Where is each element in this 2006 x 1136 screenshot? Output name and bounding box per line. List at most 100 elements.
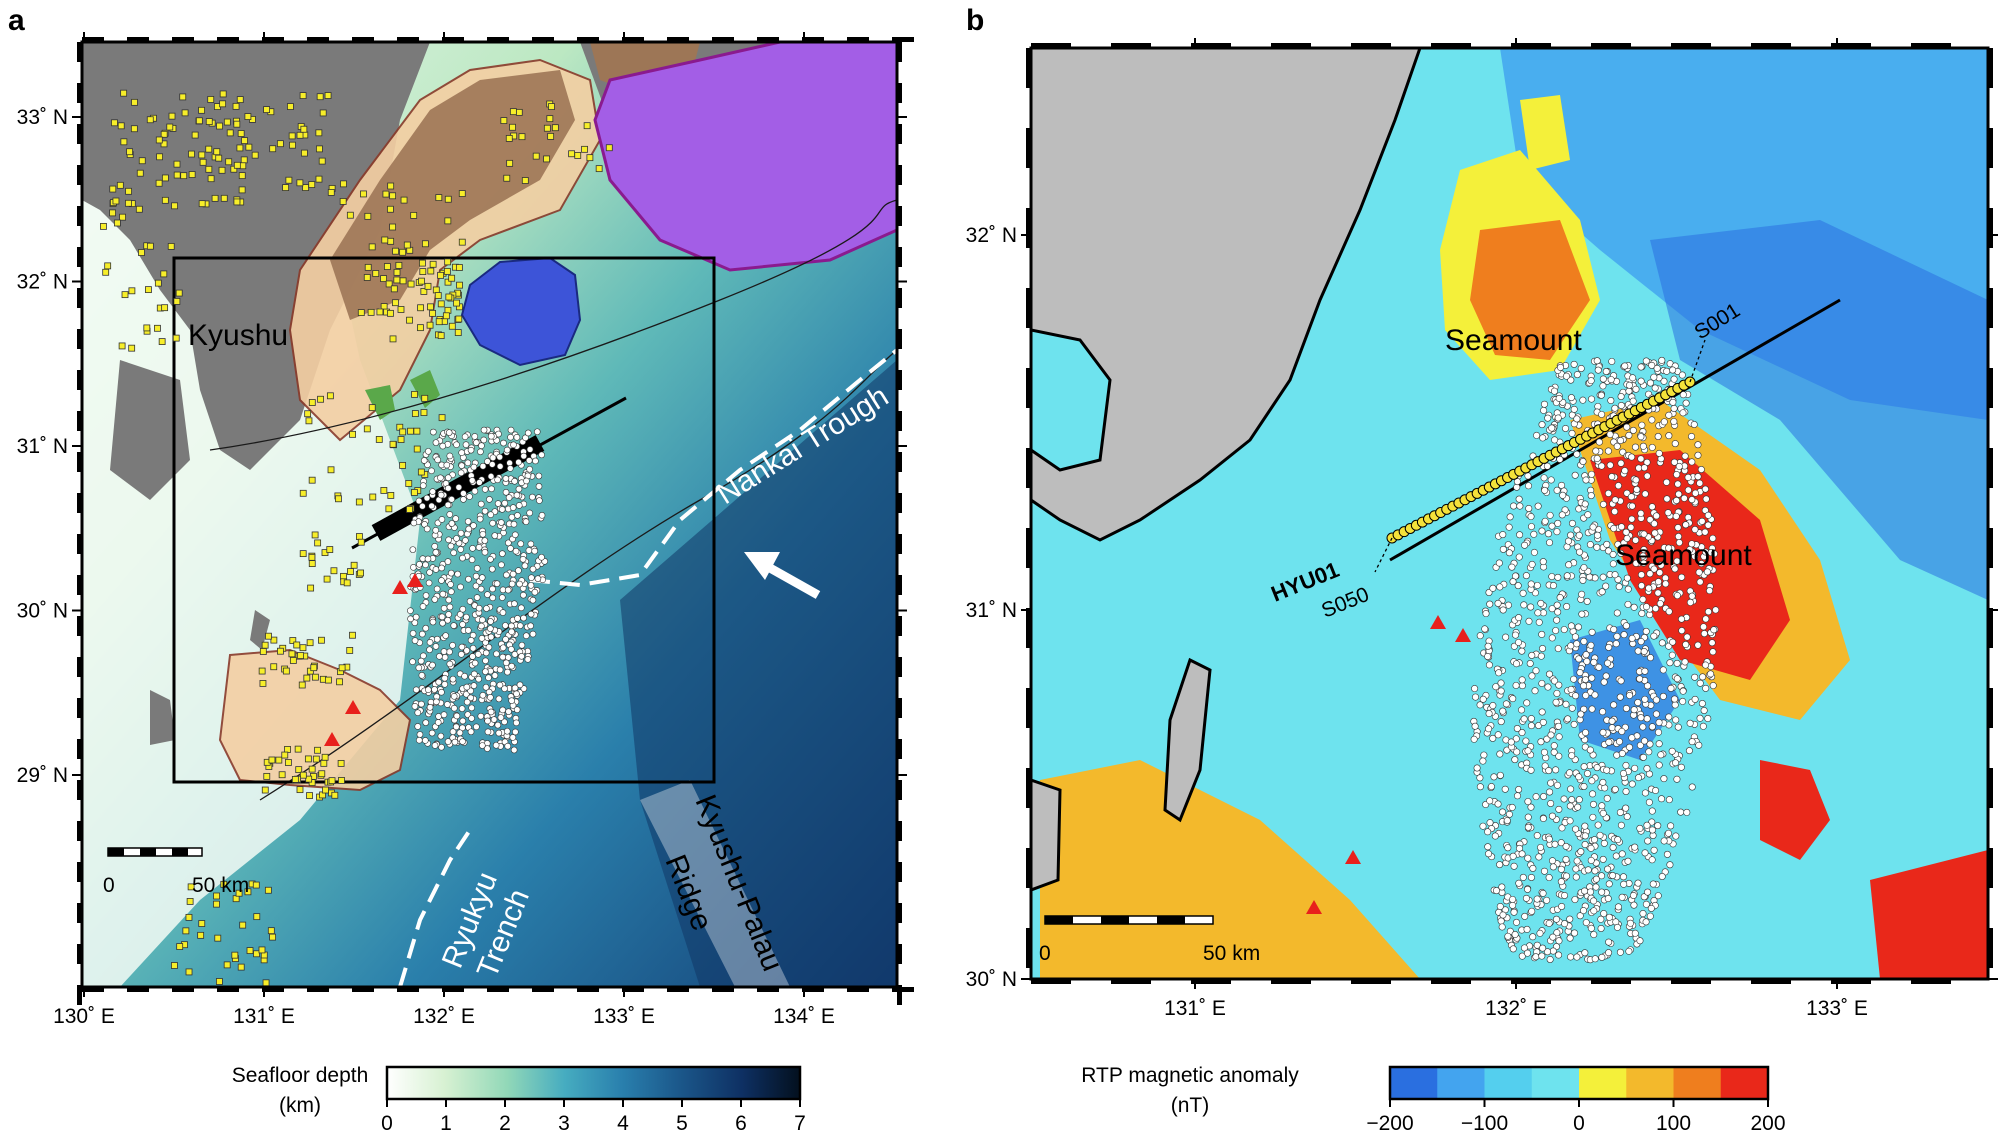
tremor-marker bbox=[1675, 462, 1683, 470]
colorbar-tick-label: 7 bbox=[794, 1112, 806, 1135]
quake-marker bbox=[171, 962, 178, 969]
tremor-marker bbox=[1528, 651, 1536, 659]
tremor-marker bbox=[1543, 948, 1551, 956]
tremor-marker bbox=[1593, 455, 1601, 463]
land-kyushu-b bbox=[1031, 48, 1422, 542]
quake-marker bbox=[253, 913, 261, 921]
quake-marker bbox=[111, 119, 118, 127]
tremor-marker bbox=[531, 547, 538, 555]
tremor-marker bbox=[1623, 574, 1631, 582]
tremor-marker bbox=[1587, 641, 1595, 649]
tremor-marker bbox=[1573, 371, 1581, 379]
tremor-marker bbox=[1554, 573, 1562, 581]
tremor-marker bbox=[478, 622, 485, 630]
colorbar-tick-label: −200 bbox=[1366, 1112, 1413, 1135]
quake-marker bbox=[269, 145, 277, 153]
tremor-marker bbox=[1674, 480, 1682, 488]
tremor-marker bbox=[1496, 861, 1504, 869]
quake-marker bbox=[380, 275, 387, 283]
quake-marker bbox=[372, 270, 380, 277]
tremor-marker bbox=[504, 668, 511, 676]
quake-marker bbox=[154, 324, 161, 332]
volcano-marker bbox=[1345, 850, 1361, 864]
tremor-marker bbox=[506, 459, 513, 467]
tremor-marker bbox=[508, 580, 516, 588]
tremor-marker bbox=[1637, 638, 1645, 646]
tremor-marker bbox=[489, 594, 496, 602]
quake-marker bbox=[546, 115, 554, 123]
tremor-marker bbox=[513, 690, 520, 698]
contour-2 bbox=[259, 349, 897, 801]
tremor-marker bbox=[1492, 887, 1500, 895]
tremor-marker bbox=[1505, 523, 1513, 531]
quake-marker bbox=[252, 881, 260, 889]
tremor-marker bbox=[505, 494, 513, 501]
tremor-marker bbox=[1599, 708, 1607, 716]
tremor-marker bbox=[529, 565, 537, 573]
tremor-marker bbox=[445, 536, 452, 544]
tremor-marker bbox=[448, 520, 456, 527]
tremor-marker bbox=[1471, 722, 1479, 730]
quake-marker bbox=[267, 927, 275, 935]
tremor-marker bbox=[1484, 652, 1492, 660]
tremor-marker bbox=[1486, 797, 1494, 805]
tremor-marker bbox=[1688, 458, 1696, 466]
tremor-marker bbox=[1639, 910, 1647, 918]
quake-marker bbox=[156, 153, 163, 161]
quake-marker bbox=[284, 746, 291, 753]
tremor-marker bbox=[1521, 541, 1529, 549]
quake-marker bbox=[296, 179, 304, 187]
tremor-marker bbox=[1603, 540, 1611, 548]
quake-marker bbox=[454, 329, 462, 336]
tremor-marker bbox=[493, 580, 501, 587]
tremor-marker bbox=[1523, 699, 1531, 707]
quake-marker bbox=[219, 100, 227, 108]
tremor-marker bbox=[1518, 850, 1526, 858]
quake-marker bbox=[285, 176, 293, 184]
quake-marker bbox=[168, 112, 176, 120]
colorbar-tick-label: 5 bbox=[676, 1112, 688, 1135]
quake-marker bbox=[246, 947, 254, 954]
tremor-marker bbox=[1650, 565, 1658, 573]
tremor-marker bbox=[502, 488, 510, 496]
tremor-marker bbox=[1548, 605, 1556, 613]
tremor-marker bbox=[1510, 502, 1518, 510]
tremor-marker bbox=[433, 585, 441, 593]
quake-marker bbox=[276, 140, 284, 148]
lon-tick-label: 132˚ E bbox=[413, 1005, 475, 1028]
tremor-marker bbox=[496, 453, 504, 461]
quake-marker bbox=[368, 404, 376, 412]
tremor-marker bbox=[1575, 796, 1583, 804]
quake-marker bbox=[317, 395, 324, 403]
colorbar-tick-label: 3 bbox=[558, 1112, 570, 1135]
quake-marker bbox=[340, 180, 347, 188]
tremor-marker bbox=[1471, 685, 1479, 693]
quake-marker bbox=[125, 199, 132, 207]
tremor-marker bbox=[1503, 746, 1511, 754]
tremor-marker bbox=[1628, 780, 1636, 788]
tremor-marker bbox=[1509, 578, 1517, 586]
tremor-marker bbox=[1622, 704, 1630, 712]
quake-marker bbox=[269, 933, 276, 941]
tremor-marker bbox=[515, 458, 522, 466]
tremor-marker bbox=[501, 685, 508, 692]
tremor-marker bbox=[1615, 738, 1623, 746]
tremor-marker bbox=[1588, 628, 1596, 636]
tremor-marker bbox=[1664, 509, 1672, 517]
quake-marker bbox=[411, 390, 418, 398]
quake-marker bbox=[339, 198, 347, 205]
quake-marker bbox=[179, 93, 187, 101]
tremor-marker bbox=[1654, 589, 1662, 597]
colorbar-segment bbox=[1626, 1067, 1674, 1099]
tremor-marker bbox=[1702, 661, 1710, 669]
tremor-marker bbox=[1656, 569, 1664, 577]
tremor-marker bbox=[1665, 608, 1673, 616]
tremor-marker bbox=[498, 561, 505, 569]
quake-marker bbox=[173, 171, 181, 179]
quake-marker bbox=[288, 132, 296, 140]
tremor-marker bbox=[1688, 540, 1696, 548]
tremor-marker bbox=[1671, 440, 1679, 448]
tremor-marker bbox=[455, 483, 463, 491]
tremor-marker bbox=[1678, 573, 1686, 581]
tremor-marker bbox=[457, 529, 465, 537]
